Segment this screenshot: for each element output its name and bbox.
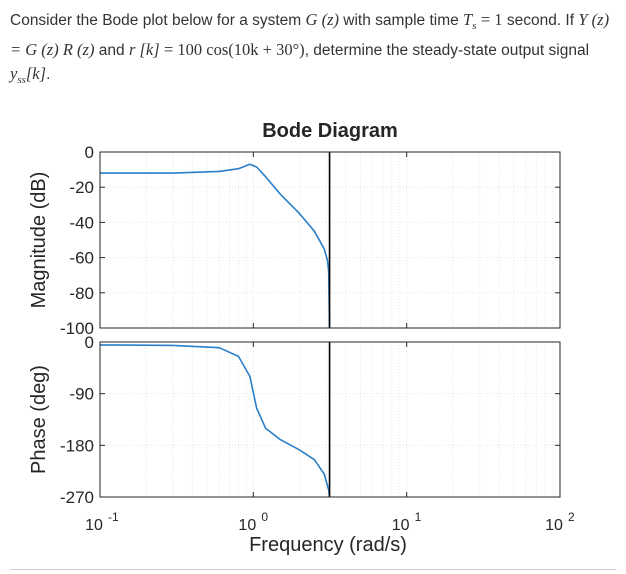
question-part: second. If: [506, 12, 575, 29]
phase-ylabel: Phase (deg): [28, 365, 50, 474]
magnitude-ytick-label: -20: [69, 178, 94, 197]
magnitude-ytick-label: -80: [69, 284, 94, 303]
xtick-label-base: 10: [85, 517, 103, 534]
system-symbol: G (z): [305, 10, 339, 29]
question-text: Consider the Bode plot below for a syste…: [10, 8, 616, 92]
phase-ytick-label: -90: [69, 385, 94, 404]
xtick-label-base: 10: [545, 517, 563, 534]
question-part: , determine the steady-state output sign…: [304, 42, 590, 60]
magnitude-ylabel: Magnitude (dB): [28, 172, 50, 309]
xtick-label-base: 10: [238, 517, 256, 534]
xtick-label-exponent: 2: [568, 510, 575, 524]
chart-title: Bode Diagram: [262, 120, 398, 142]
question-part: .: [46, 66, 51, 84]
output-equation: Y (z) = G (z) R (z): [10, 10, 610, 60]
phase-series-line: [99, 344, 331, 498]
sample-time-subscript: s: [472, 20, 477, 33]
question-part: and: [98, 42, 125, 60]
question-part: with sample time: [343, 12, 459, 29]
magnitude-ytick-label: 0: [85, 143, 94, 162]
magnitude-ytick-label: -40: [69, 213, 94, 232]
sample-time-symbol: T: [463, 10, 473, 29]
magnitude-series-line: [100, 163, 331, 329]
divider: [10, 569, 616, 570]
input-equation: = 100 cos(10k + 30°): [163, 40, 305, 60]
input-symbol: r [k]: [128, 40, 160, 60]
xtick-label-base: 10: [392, 517, 410, 534]
phase-ytick-label: -180: [60, 436, 94, 455]
xlabel: Frequency (rad/s): [249, 534, 407, 556]
xtick-label-exponent: 0: [261, 510, 268, 524]
steady-state-symbol: y: [10, 64, 18, 84]
magnitude-axes-box: [99, 151, 561, 329]
steady-state-subscript: ss: [17, 74, 26, 87]
magnitude-ytick-label: -100: [60, 319, 94, 338]
xtick-label-exponent: 1: [415, 510, 422, 524]
phase-ytick-label: 0: [85, 333, 94, 352]
magnitude-ytick-label: -60: [69, 249, 94, 268]
steady-state-index: [k]: [25, 64, 47, 84]
xtick-label-exponent: -1: [108, 510, 119, 524]
phase-axes-box: [99, 341, 561, 498]
question-part: Consider the Bode plot below for a syste…: [10, 12, 302, 29]
phase-ytick-label: -270: [60, 488, 94, 507]
sample-time-value: = 1: [480, 10, 503, 29]
